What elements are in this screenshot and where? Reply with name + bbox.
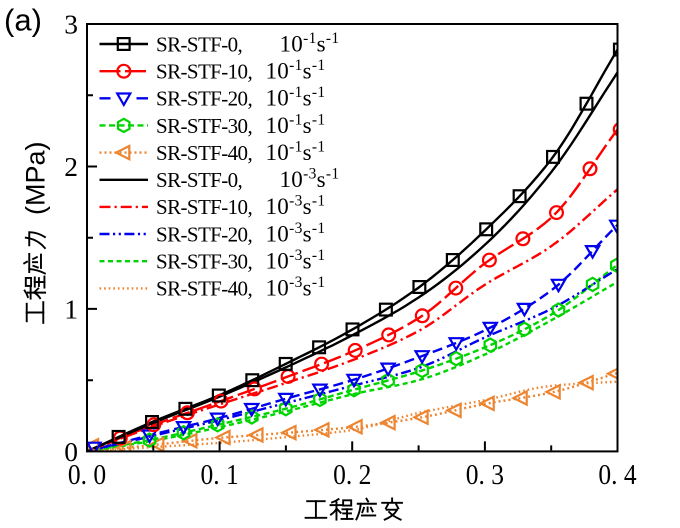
svg-text:10-1s-1: 10-1s-1 bbox=[280, 30, 340, 57]
svg-text:10-1s-1: 10-1s-1 bbox=[266, 111, 326, 138]
svg-text:10-1s-1: 10-1s-1 bbox=[266, 57, 326, 84]
svg-text:SR-STF-30,: SR-STF-30, bbox=[156, 250, 252, 274]
svg-text:10-1s-1: 10-1s-1 bbox=[266, 84, 326, 111]
svg-text:10-3s-1: 10-3s-1 bbox=[266, 247, 326, 274]
svg-text:SR-STF-10,: SR-STF-10, bbox=[156, 60, 252, 84]
svg-text:0. 0: 0. 0 bbox=[68, 459, 106, 491]
svg-text:(a): (a) bbox=[4, 3, 42, 38]
svg-text:0. 2: 0. 2 bbox=[333, 459, 371, 491]
svg-text:0. 3: 0. 3 bbox=[466, 459, 504, 491]
svg-text:SR-STF-20,: SR-STF-20, bbox=[156, 87, 252, 111]
svg-text:0. 4: 0. 4 bbox=[598, 459, 637, 491]
svg-text:SR-STF-40,: SR-STF-40, bbox=[156, 277, 252, 301]
svg-text:SR-STF-10,: SR-STF-10, bbox=[156, 195, 252, 219]
svg-text:1: 1 bbox=[64, 293, 78, 324]
svg-text:10-1s-1: 10-1s-1 bbox=[266, 138, 326, 165]
svg-text:SR-STF-30,: SR-STF-30, bbox=[156, 114, 252, 138]
svg-text:0. 1: 0. 1 bbox=[200, 459, 238, 491]
svg-text:2: 2 bbox=[64, 151, 78, 182]
svg-text:SR-STF-40,: SR-STF-40, bbox=[156, 141, 252, 165]
svg-text:10-3s-1: 10-3s-1 bbox=[280, 166, 340, 193]
svg-text:10-3s-1: 10-3s-1 bbox=[266, 220, 326, 247]
svg-text:10-3s-1: 10-3s-1 bbox=[266, 193, 326, 220]
svg-text:(MPa): (MPa) bbox=[21, 142, 51, 216]
svg-text:SR-STF-20,: SR-STF-20, bbox=[156, 222, 252, 246]
svg-text:SR-STF-0,: SR-STF-0, bbox=[156, 168, 242, 192]
svg-text:SR-STF-0,: SR-STF-0, bbox=[156, 32, 242, 56]
svg-text:0: 0 bbox=[64, 436, 78, 467]
svg-text:10-3s-1: 10-3s-1 bbox=[266, 274, 326, 301]
svg-text:3: 3 bbox=[64, 9, 78, 40]
